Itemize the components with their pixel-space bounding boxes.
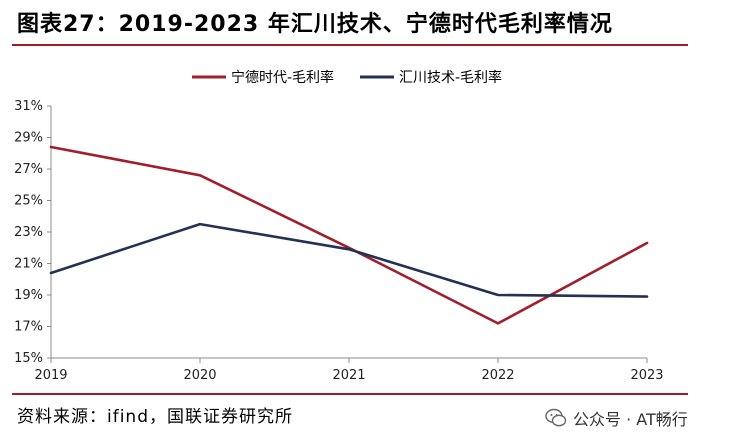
series-lines <box>49 145 649 325</box>
x-tick-label: 2020 <box>183 368 216 383</box>
y-tick-label: 31% <box>14 99 43 114</box>
y-tick-label: 27% <box>14 162 43 177</box>
x-tick-label: 2021 <box>332 368 365 383</box>
y-tick-label: 21% <box>14 257 43 272</box>
legend-label-catl: 宁德时代-毛利率 <box>231 69 334 86</box>
watermark-text: 公众号 · AT畅行 <box>573 410 688 429</box>
footer-divider <box>12 393 688 395</box>
y-tick-label: 19% <box>14 288 43 303</box>
title-divider <box>12 44 688 46</box>
legend-label-inovance: 汇川技术-毛利率 <box>399 69 502 86</box>
y-tick-label: 25% <box>14 194 43 209</box>
y-tick-label: 17% <box>14 320 43 335</box>
x-tick-label: 2019 <box>34 368 67 383</box>
watermark: 公众号 · AT畅行 <box>545 406 688 430</box>
line-chart: 宁德时代-毛利率 汇川技术-毛利率 15% 17% 19% 21% 23% 25% 27% 2… <box>14 69 663 383</box>
source-note: 资料来源：ifind，国联证券研究所 <box>17 407 293 427</box>
series-line-inovance <box>49 222 649 298</box>
y-tick-label: 15% <box>14 351 43 366</box>
y-tick-label: 23% <box>14 225 43 240</box>
chart-title: 图表27：2019-2023 年汇川技术、宁德时代毛利率情况 <box>17 12 613 37</box>
legend: 宁德时代-毛利率 汇川技术-毛利率 <box>192 69 502 86</box>
axes: 15% 17% 19% 21% 23% 25% 27% 29% 31% 2019 2020 2021 2… <box>14 99 663 383</box>
x-tick-label: 2023 <box>630 368 663 383</box>
y-tick-label: 29% <box>14 131 43 146</box>
wechat-icon <box>545 408 567 427</box>
x-tick-label: 2022 <box>481 368 514 383</box>
